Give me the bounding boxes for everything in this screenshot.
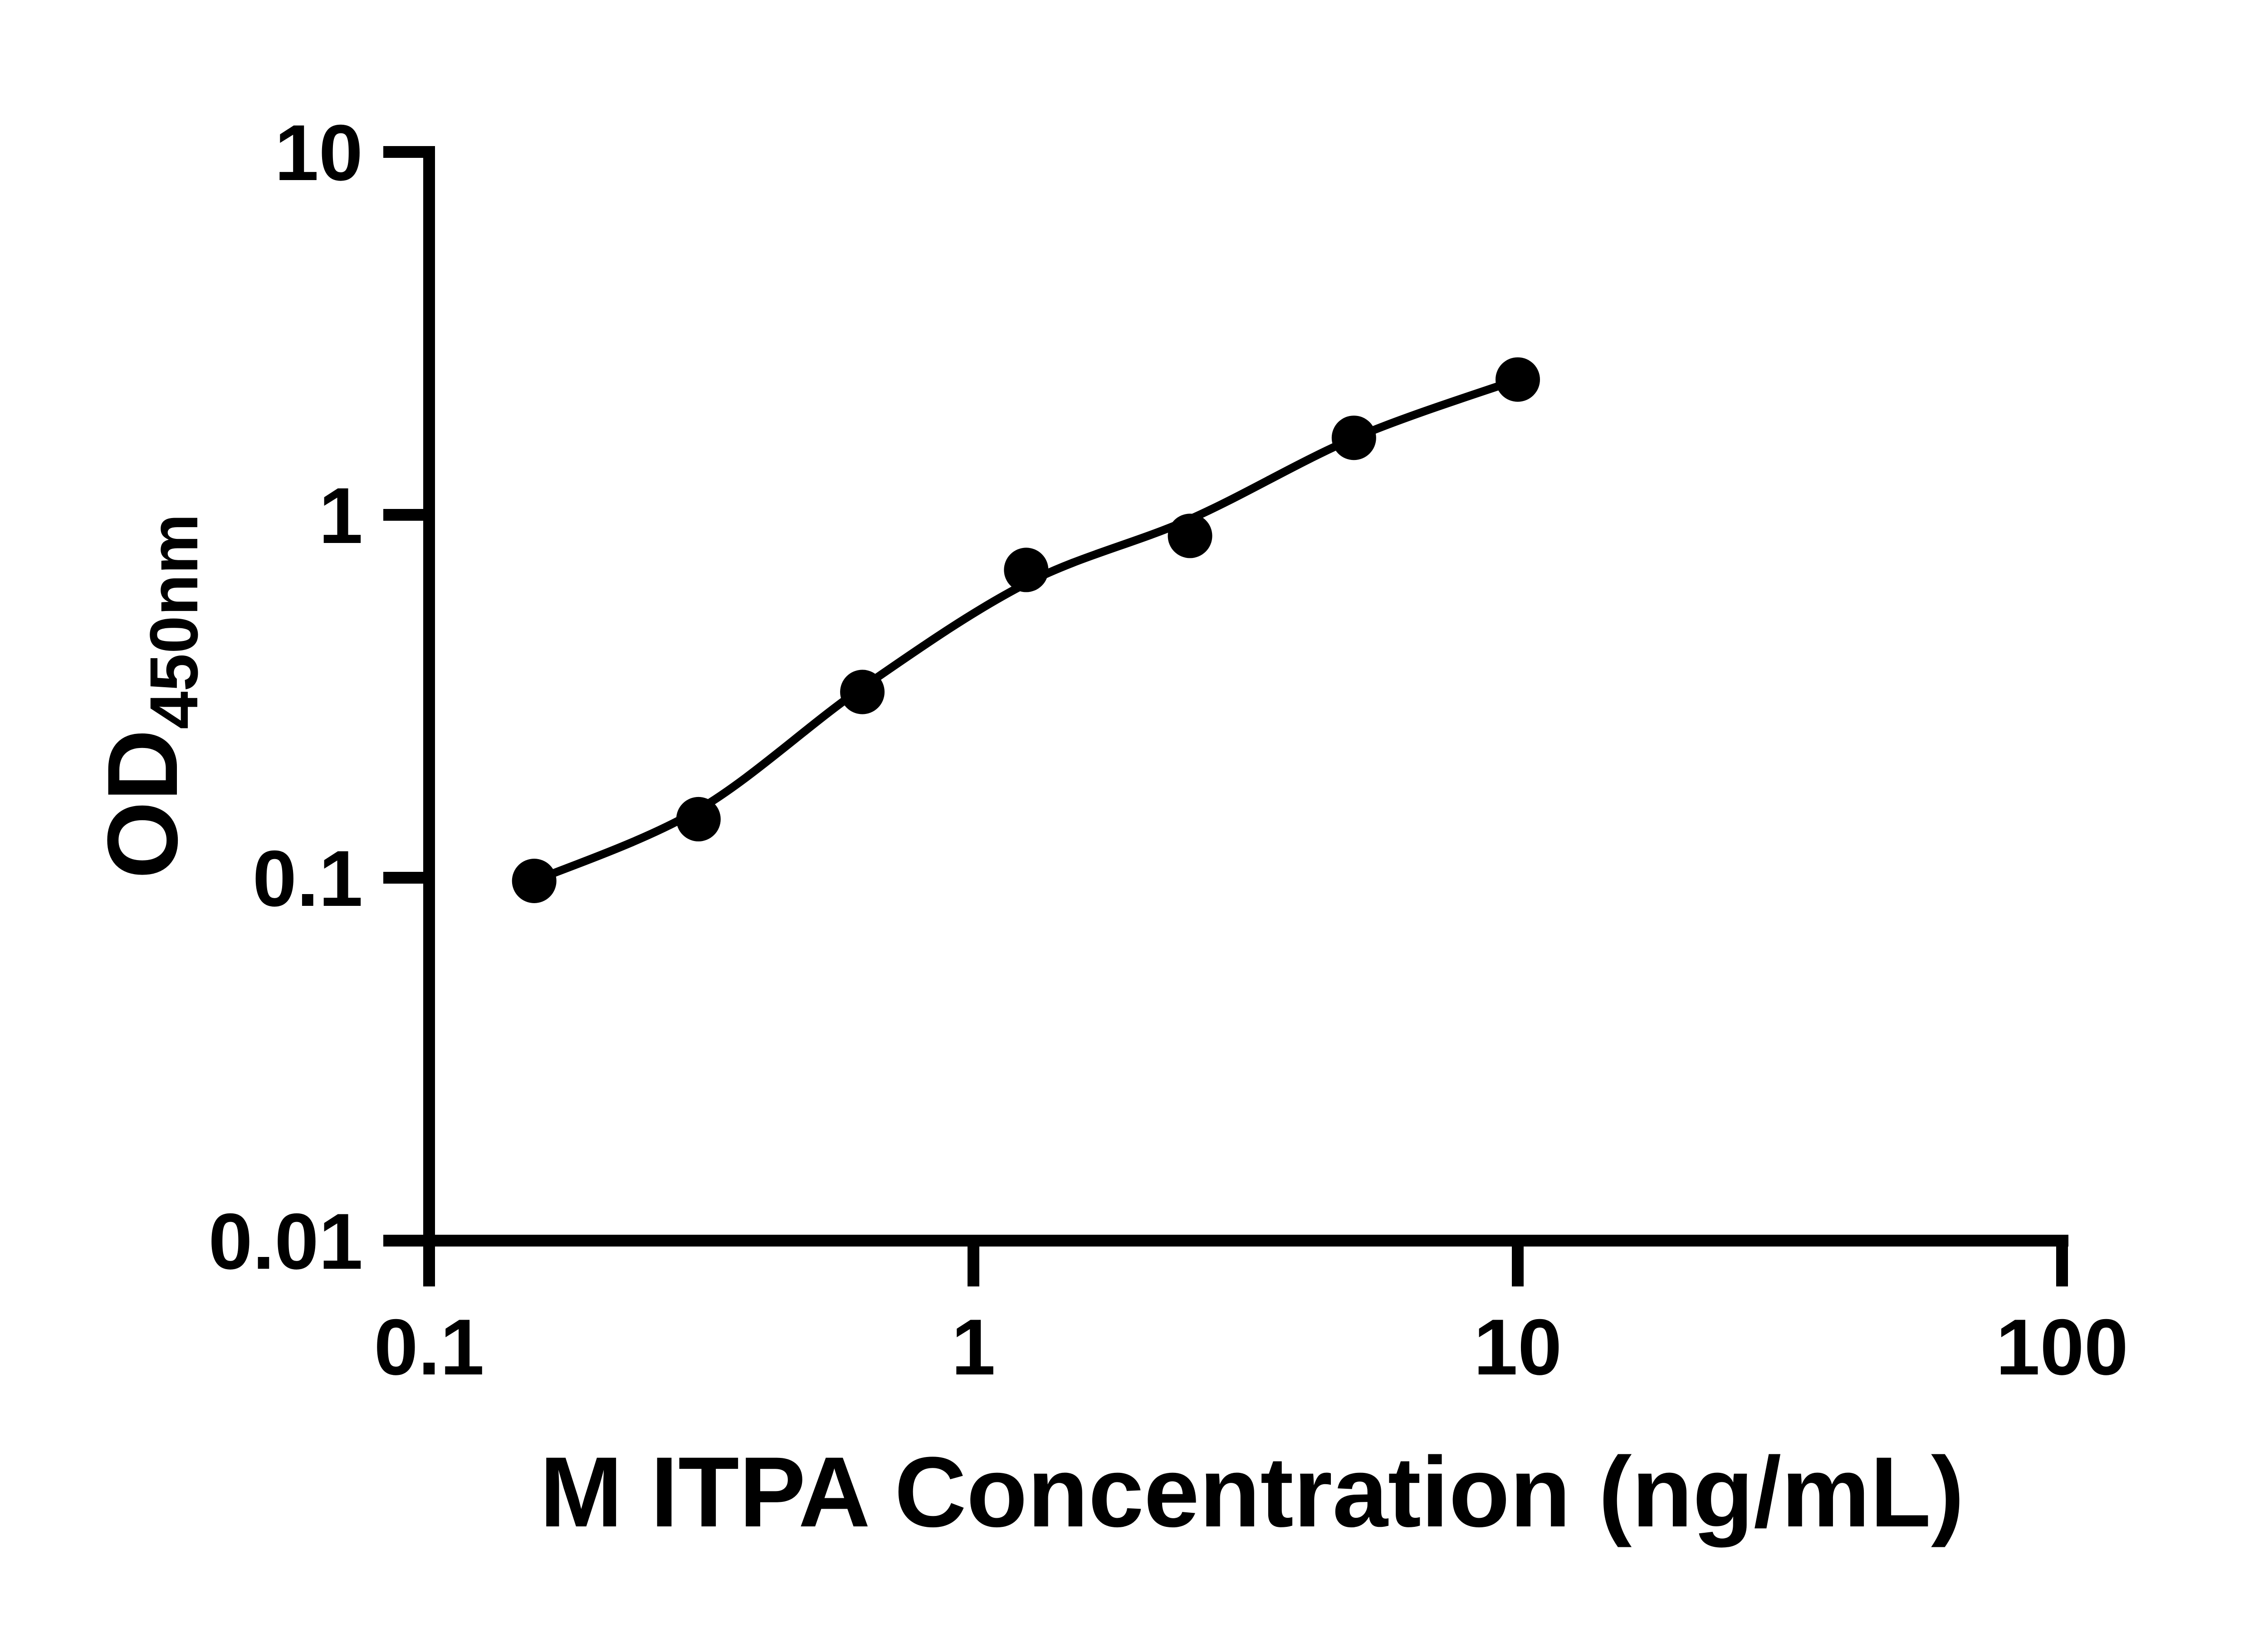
data-point-6 bbox=[1331, 416, 1376, 460]
data-point-1 bbox=[512, 859, 557, 903]
y-tick-label-0.01: 0.01 bbox=[208, 1198, 363, 1286]
x-tick-label-0.1: 0.1 bbox=[374, 1303, 484, 1392]
x-tick-label-10: 10 bbox=[1474, 1303, 1562, 1392]
data-point-5 bbox=[1168, 513, 1212, 558]
x-tick-label-1: 1 bbox=[951, 1303, 995, 1392]
y-tick-label-1: 1 bbox=[319, 472, 363, 560]
y-axis-title-main: OD bbox=[87, 729, 198, 879]
x-tick-label-100: 100 bbox=[1996, 1303, 2128, 1392]
y-tick-label-0.1: 0.1 bbox=[253, 835, 363, 923]
y-axis-title: OD450nm bbox=[87, 513, 212, 879]
data-point-7 bbox=[1496, 357, 1540, 402]
data-point-3 bbox=[840, 670, 885, 714]
data-point-2 bbox=[676, 797, 721, 841]
y-axis-title-subscript: 450nm bbox=[136, 513, 212, 729]
y-tick-label-10: 10 bbox=[274, 109, 363, 197]
x-axis-title: M ITPA Concentration (ng/mL) bbox=[540, 1436, 1965, 1548]
data-point-4 bbox=[1004, 548, 1049, 592]
